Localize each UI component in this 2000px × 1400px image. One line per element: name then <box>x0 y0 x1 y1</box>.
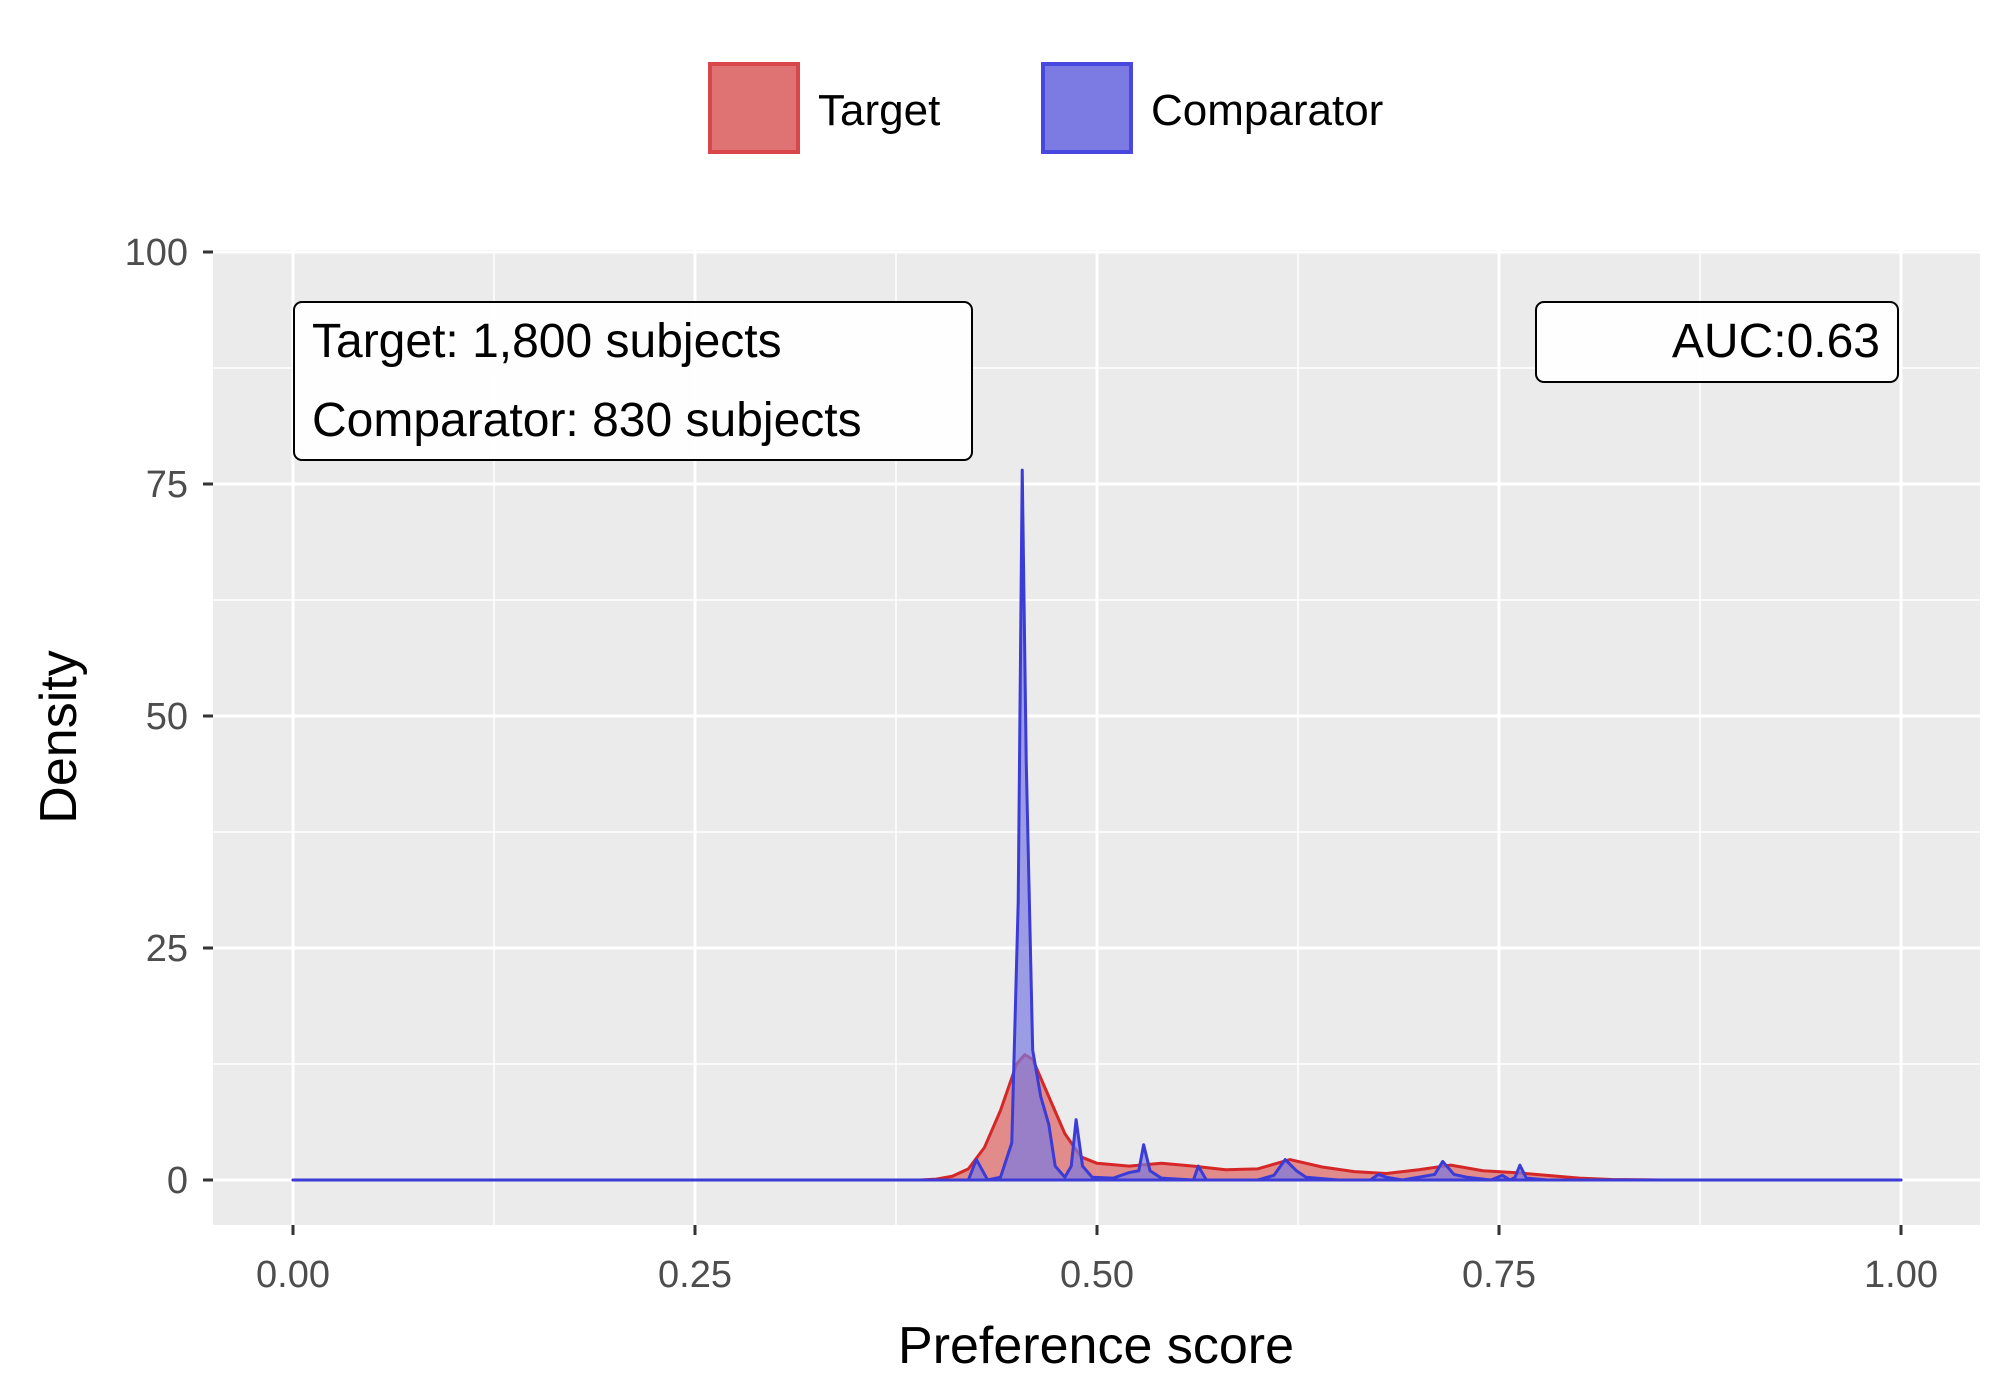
x-tick-label: 0.00 <box>256 1254 330 1296</box>
auc-box-frame <box>1535 301 1899 383</box>
y-tick-label: 25 <box>146 928 188 970</box>
x-tick-label: 0.50 <box>1060 1254 1134 1296</box>
x-tick-label: 1.00 <box>1864 1254 1938 1296</box>
series-layer <box>291 468 1903 1182</box>
x-tick-label: 0.75 <box>1462 1254 1536 1296</box>
x-axis: 0.00 0.25 0.50 0.75 1.00 <box>256 1225 1938 1296</box>
auc-box: AUC:0.63 <box>1535 301 1899 383</box>
legend-key-comparator <box>1041 62 1133 154</box>
y-axis: 0 25 50 75 100 <box>125 232 213 1202</box>
subject-count-box: Target: 1,800 subjects Comparator: 830 s… <box>293 301 973 461</box>
auc-label: AUC:0.63 <box>1672 315 1880 368</box>
y-tick-label: 100 <box>125 232 188 274</box>
x-tick-label: 0.25 <box>658 1254 732 1296</box>
subject-count-box-frame <box>293 301 973 461</box>
y-tick-label: 50 <box>146 696 188 738</box>
target-count-label: Target: 1,800 subjects <box>312 315 782 368</box>
density-area-target <box>291 1053 1903 1182</box>
legend-label-target: Target <box>818 86 940 135</box>
legend: Target Comparator <box>708 62 1383 154</box>
y-tick-label: 0 <box>167 1160 188 1202</box>
y-tick-label: 75 <box>146 464 188 506</box>
x-axis-title: Preference score <box>898 1317 1294 1375</box>
legend-key-target <box>708 62 800 154</box>
legend-label-comparator: Comparator <box>1151 86 1383 135</box>
y-axis-title: Density <box>30 650 88 823</box>
density-area-comparator <box>291 468 1903 1182</box>
comparator-count-label: Comparator: 830 subjects <box>312 394 862 447</box>
